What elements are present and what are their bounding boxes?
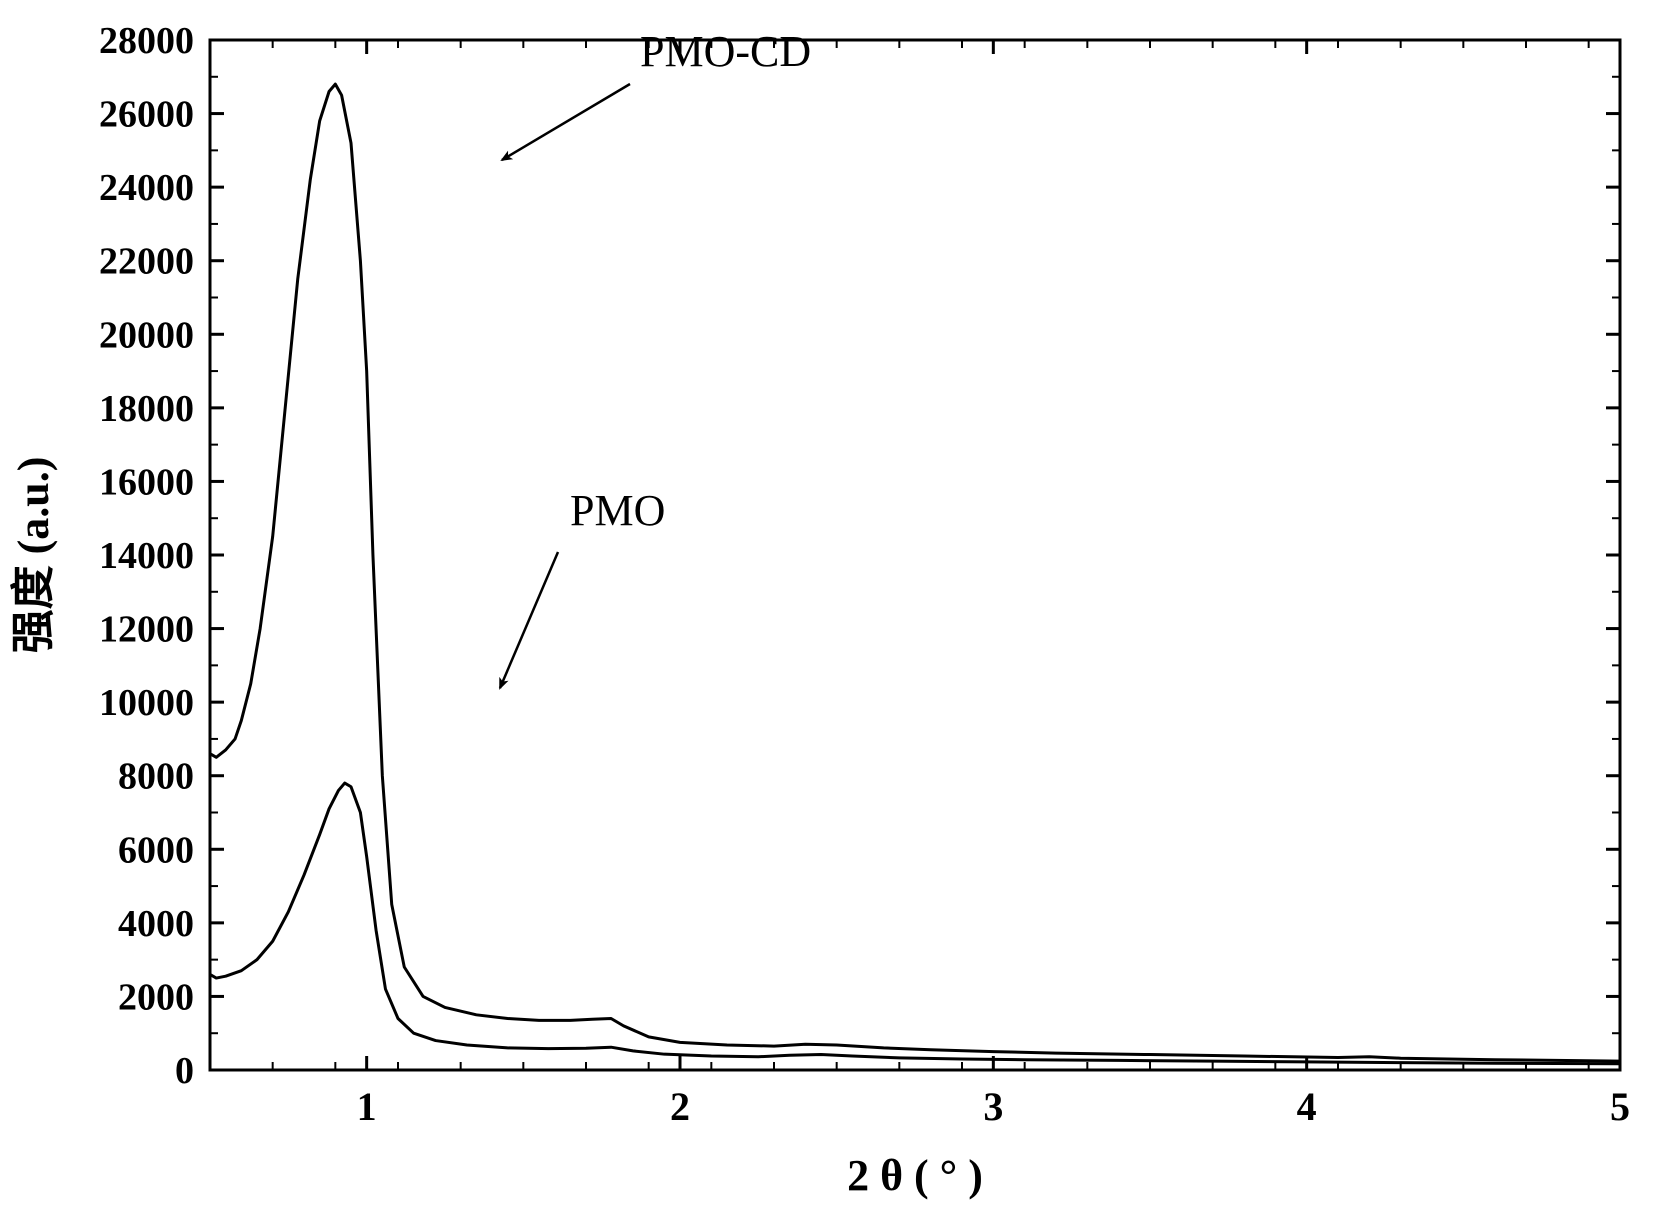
y-tick-label: 28000 — [99, 20, 194, 62]
y-tick-label: 8000 — [118, 756, 194, 798]
y-tick-label: 12000 — [99, 609, 194, 651]
chart-svg: 1 2 3 4 5 0 2000 4000 6000 8000 10000 12000 14000 160… — [0, 0, 1673, 1229]
x-axis-label: 2 θ ( ° ) — [847, 1151, 983, 1200]
pmo-label: PMO — [570, 486, 665, 535]
x-tick-label: 5 — [1610, 1084, 1630, 1129]
y-tick-label: 6000 — [118, 829, 194, 871]
x-tick-label: 1 — [357, 1084, 377, 1129]
pmo-cd-label: PMO-CD — [640, 27, 811, 76]
y-tick-label: 24000 — [99, 167, 194, 209]
y-tick-label: 10000 — [99, 682, 194, 724]
x-tick-label: 4 — [1297, 1084, 1317, 1129]
y-tick-label: 26000 — [99, 94, 194, 136]
y-axis-label: 强度 (a.u.) — [9, 457, 58, 654]
x-tick-label: 3 — [983, 1084, 1003, 1129]
y-tick-label: 20000 — [99, 314, 194, 356]
y-tick-label: 4000 — [118, 903, 194, 945]
y-tick-label: 22000 — [99, 241, 194, 283]
y-tick-label: 14000 — [99, 535, 194, 577]
xrd-chart: 1 2 3 4 5 0 2000 4000 6000 8000 10000 12000 14000 160… — [0, 0, 1673, 1229]
y-tick-label: 2000 — [118, 976, 194, 1018]
y-tick-label: 18000 — [99, 388, 194, 430]
y-tick-label: 16000 — [99, 461, 194, 503]
y-tick-label: 0 — [175, 1050, 194, 1092]
x-tick-label: 2 — [670, 1084, 690, 1129]
